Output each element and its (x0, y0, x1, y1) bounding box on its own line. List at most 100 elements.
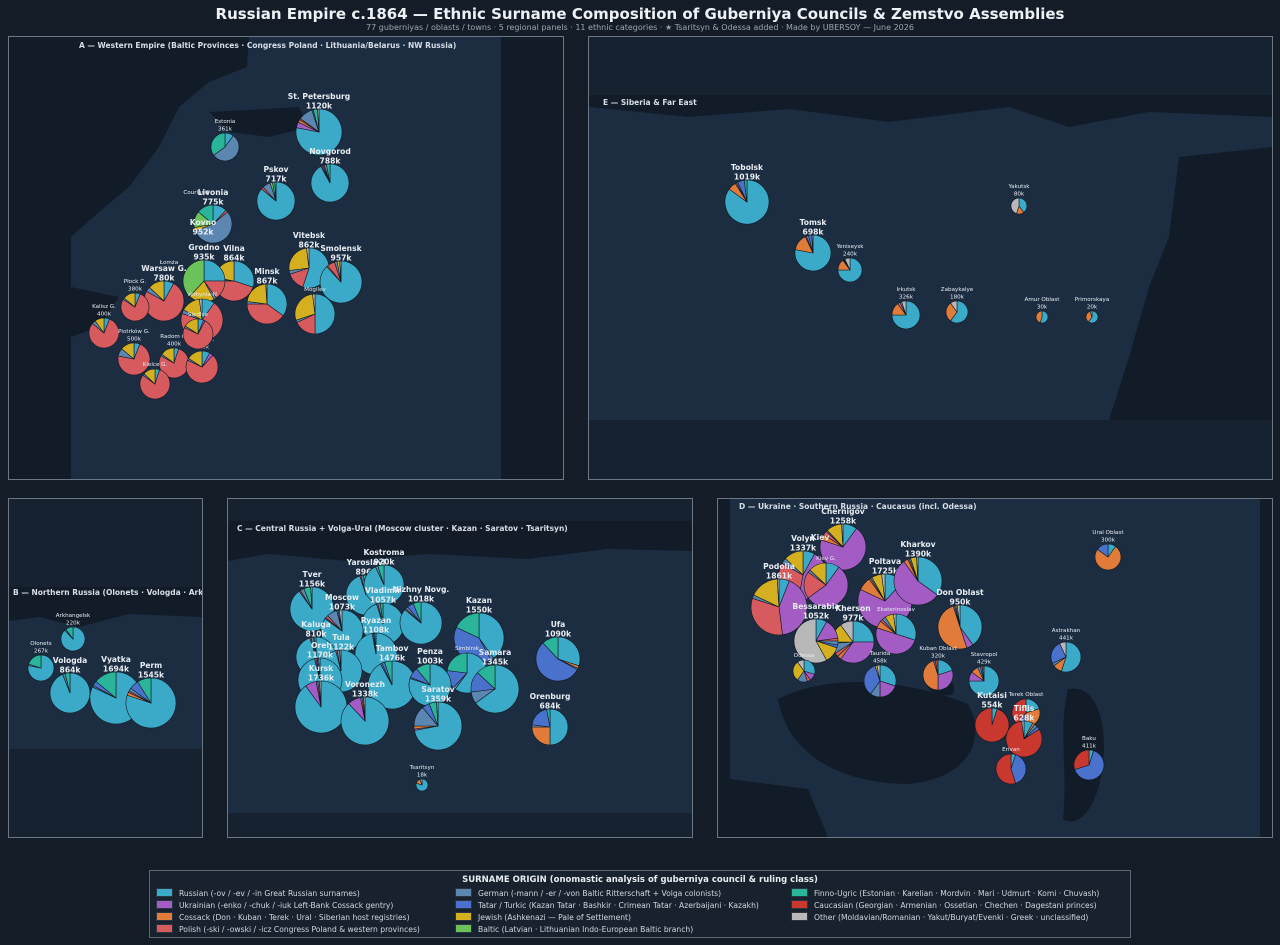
pie-label-value: 867k (257, 277, 279, 286)
pie-label-value: 780k (154, 274, 176, 283)
panel-western-empire: St. Petersburg 1120k Estonia 361k Novgorod 78… (8, 36, 564, 480)
panel-siberia: Tobolsk 1019k Tomsk 698k Yeniseysk 240k Yakuts… (588, 36, 1273, 480)
pie-slice-ukrainian (893, 561, 938, 606)
pie-slice-german (213, 135, 240, 162)
pie-slice-other (363, 696, 366, 722)
pie-slice-tatar (1097, 543, 1109, 558)
pie-label-value: 458k (873, 659, 888, 665)
pie-label-name: Tobolsk (731, 163, 764, 172)
pie-label-name: Arkhangelsk (56, 613, 91, 619)
pie-label-value: 977k (843, 614, 865, 623)
pie-label-value: 1861k (766, 572, 793, 581)
legend-swatch (156, 888, 173, 897)
pie-label-name: Vitebsk (293, 231, 326, 240)
pie-label-name: Kursk (309, 664, 334, 673)
pie-label-name: Podolia (763, 562, 795, 571)
pie-label-value: 411k (1082, 744, 1097, 750)
pie-label-name: Vladimir (365, 586, 401, 595)
pie-slice-russian (478, 612, 505, 659)
pie-slice-russian (266, 283, 288, 317)
legend-item-polish: Polish (-ski / -owski / -icz Congress Po… (156, 924, 420, 934)
pie-label-name: Tula (332, 633, 349, 642)
legend-swatch (156, 924, 173, 933)
pie-slice-russian (1018, 197, 1028, 213)
pie-stavropol: Stavropol 429k (968, 652, 1000, 697)
pie-slice-jewish (288, 247, 310, 271)
pie-slice-cossack (922, 660, 939, 691)
pie-slice-russian (852, 620, 875, 643)
pie-label-value: 775k (203, 198, 225, 207)
pie-slice-tatar (1074, 750, 1105, 781)
pie-label-name: Astrakhan (1052, 628, 1081, 634)
legend-item-other: Other (Moldavian/Romanian · Yakut/Buryat… (791, 912, 1088, 922)
pie-label-value: 1258k (830, 517, 857, 526)
pie-slice-finnougric (546, 708, 551, 728)
map-central-russia: Tver1156kYaroslavl896kKostroma920kVladim… (228, 521, 692, 813)
pie-label-name: Vilna (223, 244, 244, 253)
pie-slice-jewish (161, 347, 175, 364)
pie-label-name: Yakutsk (1007, 184, 1030, 190)
pie-label-name: Radom G. (160, 334, 188, 340)
legend-swatch (455, 900, 472, 909)
pie-slice-tatar (1010, 754, 1027, 784)
pie-label-name: Erivan (1002, 747, 1020, 753)
pie-label-value: 30k (1037, 305, 1048, 311)
pie-label-value: 1476k (379, 654, 406, 663)
pie-label-name: St. Petersburg (288, 92, 350, 101)
legend-item-finno-ugric: Finno-Ugric (Estonian · Karelian · Mordv… (791, 888, 1099, 898)
pie-label-name: Primorskaya (1075, 297, 1110, 303)
pie-label-name: Bessarabia (792, 602, 839, 611)
pie-slice-russian (879, 664, 897, 687)
pie-label-name: Yaroslavl (346, 558, 386, 567)
pie-label-name: Volhynia-N (187, 292, 217, 298)
pie-label-value: 400k (97, 312, 112, 318)
pie-label-value: 441k (1059, 636, 1074, 642)
pie-label-name: Ural Oblast (1092, 530, 1124, 536)
pie-label-value: 220k (66, 621, 81, 627)
pie-label-name: Orel (311, 641, 329, 650)
pie-yeniseysk: Yeniseysk 240k (835, 244, 864, 283)
map-siberia: Tobolsk1019kTomsk698kYeniseysk240kYakuts… (589, 95, 1272, 420)
pie-label-value: 1019k (734, 173, 761, 182)
pie-label-value: 1108k (363, 626, 390, 635)
pie-slice-ukrainian (778, 580, 808, 636)
legend-swatch (791, 912, 808, 921)
pie-slice-other (811, 234, 814, 254)
chart-title: Russian Empire c.1864 — Ethnic Surname C… (215, 5, 1065, 23)
pie-slice-ukrainian (875, 627, 916, 655)
pie-label-name: Zabaykalye (941, 287, 974, 293)
pie-label-name: Baku (1082, 736, 1096, 742)
pie-label-name: Kherson (835, 604, 870, 613)
pie-label-value: 361k (218, 127, 233, 133)
pie-label-name: Siedlce (188, 312, 209, 318)
pie-slice-jewish (294, 293, 316, 321)
pie-label-value: 20k (1087, 305, 1098, 311)
pie-olonets: Olonets 267k (27, 641, 55, 682)
pie-ural-oblast: Ural Oblast 300k (1092, 530, 1124, 571)
pie-slice-other (844, 257, 851, 271)
pie-label-value: 1359k (425, 695, 452, 704)
legend-label: Baltic (Latvian · Lithuanian Indo-Europe… (478, 925, 694, 934)
pie-label-name: Mogilev (304, 287, 326, 293)
pie-label-name: Kiev G. (816, 556, 836, 562)
pie-slice-finnougric (416, 663, 431, 686)
pie-label-value: 1003k (417, 657, 444, 666)
pie-slice-jewish (184, 318, 199, 335)
pie-slice-polish (120, 293, 150, 322)
pie-label-name: Tiflis (1014, 704, 1035, 713)
pie-label-name: Vyatka (101, 655, 131, 664)
pie-slice-russian (837, 257, 863, 283)
pie-primorskaya: Primorskaya 20k (1075, 297, 1110, 324)
pie-radom-g-: Radom G. 400k (158, 334, 190, 379)
pie-slice-other (881, 573, 886, 602)
pie-slice-finnougric (477, 664, 496, 690)
pie-slice-polish (185, 354, 219, 384)
pie-slice-ukrainian (840, 641, 875, 664)
pie-label-value: 862k (299, 241, 321, 250)
